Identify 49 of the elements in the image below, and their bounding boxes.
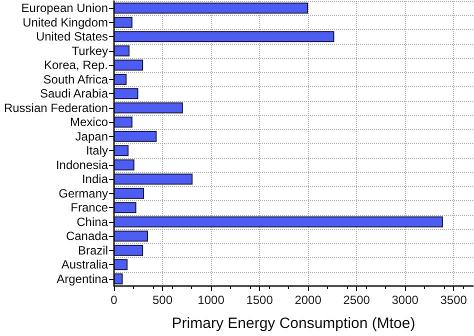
bar xyxy=(114,31,334,42)
y-tick-label: Indonesia xyxy=(56,158,108,172)
x-tick-label: 3000 xyxy=(392,293,419,307)
bar xyxy=(114,159,134,170)
y-tick-label: Turkey xyxy=(72,44,108,58)
bar xyxy=(114,230,148,242)
x-tick-label: 2500 xyxy=(343,293,370,307)
y-tick-label: United States xyxy=(36,30,108,44)
bar xyxy=(114,2,308,14)
bar xyxy=(114,273,123,284)
bar xyxy=(114,188,144,199)
y-tick-label: Japan xyxy=(75,129,108,144)
x-tick-label: 2000 xyxy=(294,293,322,307)
y-tick-label: European Union xyxy=(21,1,108,16)
bar xyxy=(114,60,144,71)
y-tick-label: Italy xyxy=(86,144,108,158)
y-tick-label: Korea, Rep. xyxy=(44,58,108,72)
bar xyxy=(114,130,157,142)
y-tick-label: Australia xyxy=(61,258,108,272)
y-tick-label: France xyxy=(70,200,108,215)
bar xyxy=(114,202,136,214)
x-axis-title: Primary Energy Consumption (Mtoe) xyxy=(172,315,416,332)
y-tick-label: United Kingdom xyxy=(22,15,108,30)
bar xyxy=(114,174,193,185)
x-tick-label: 0 xyxy=(110,293,118,307)
x-tick-label: 3500 xyxy=(440,293,468,307)
bar xyxy=(114,244,144,256)
y-tick-label: Russian Federation xyxy=(4,100,108,115)
bar xyxy=(114,116,132,128)
bar xyxy=(114,145,129,156)
bar xyxy=(114,259,128,270)
y-tick-label: India xyxy=(82,172,108,186)
bar xyxy=(114,74,127,85)
bar xyxy=(114,45,130,56)
x-tick-label: 500 xyxy=(152,293,173,307)
bar xyxy=(114,216,443,228)
y-tick-label: South Africa xyxy=(43,72,108,86)
x-tick-label: 1000 xyxy=(198,293,225,307)
y-tick-label: Mexico xyxy=(70,115,108,130)
bar xyxy=(114,16,132,28)
y-tick-label: Argentina xyxy=(56,272,108,286)
x-tick-label: 1500 xyxy=(246,293,274,307)
bar xyxy=(114,102,183,114)
y-tick-label: Canada xyxy=(66,229,108,244)
y-tick-label: Brazil xyxy=(78,243,108,258)
y-tick-label: Saudi Arabia xyxy=(40,86,108,101)
y-tick-label: China xyxy=(76,214,108,229)
bar xyxy=(114,88,138,100)
y-tick-label: Germany xyxy=(58,186,108,200)
